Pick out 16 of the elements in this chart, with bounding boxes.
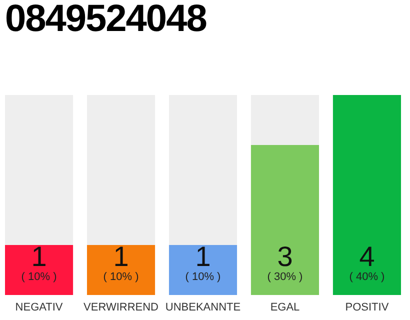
data-label: 1: [31, 241, 47, 272]
annotation: ( 10% ): [21, 271, 57, 283]
x-tick-label: UNBEKANNTE: [165, 302, 241, 314]
data-label: 4: [359, 241, 375, 272]
annotation: ( 40% ): [349, 271, 385, 283]
data-label: 3: [277, 241, 293, 272]
chart-title: 0849524048: [5, 0, 206, 41]
data-label: 1: [195, 241, 211, 272]
x-tick-label: VERWIRREND: [84, 302, 159, 314]
data-label: 1: [113, 241, 129, 272]
annotation: ( 30% ): [267, 271, 303, 283]
annotation: ( 10% ): [185, 271, 221, 283]
annotation: ( 10% ): [103, 271, 139, 283]
x-tick-label: EGAL: [270, 302, 300, 314]
x-tick-label: POSITIV: [345, 302, 390, 314]
x-tick-label: NEGATIV: [15, 302, 64, 314]
